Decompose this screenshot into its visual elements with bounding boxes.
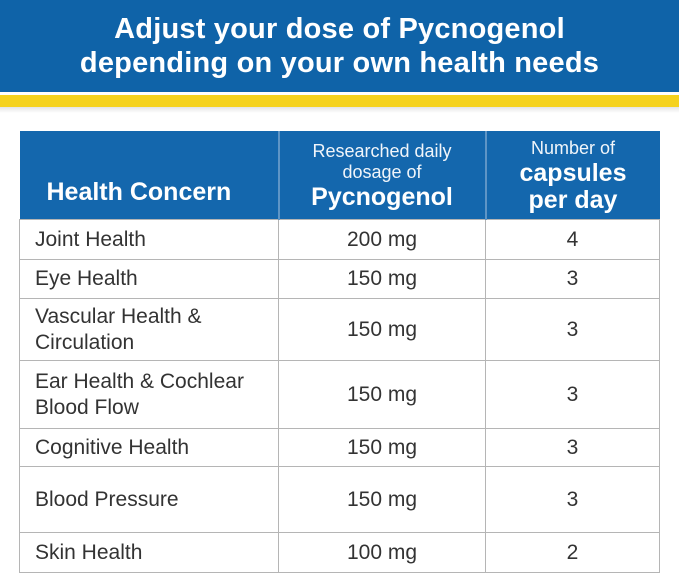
header-capsules-per-day: Number of capsules per day	[485, 131, 660, 220]
banner-title-line-1: Adjust your dose of Pycnogenol	[114, 13, 565, 45]
cell-health-concern: Joint Health	[19, 219, 279, 260]
cell-health-concern: Blood Pressure	[19, 466, 279, 533]
cell-capsules: 3	[485, 298, 660, 361]
header-per-day-word: per day	[528, 185, 618, 214]
header-daily-dosage: Researched daily dosage of Pycnogenol	[278, 131, 487, 220]
table-row: Eye Health 150 mg 3	[19, 259, 660, 299]
cell-dosage: 150 mg	[278, 298, 486, 361]
title-banner: Adjust your dose of Pycnogenol depending…	[0, 0, 679, 92]
cell-dosage: 150 mg	[278, 428, 486, 467]
cell-health-concern: Eye Health	[19, 259, 279, 299]
cell-capsules: 3	[485, 428, 660, 467]
table-row: Joint Health 200 mg 4	[19, 219, 660, 260]
cell-capsules: 2	[485, 532, 660, 573]
header-dosage-text-2: dosage of	[342, 161, 422, 182]
cell-capsules: 3	[485, 259, 660, 299]
cell-dosage: 100 mg	[278, 532, 486, 573]
table-row: Blood Pressure 150 mg 3	[19, 466, 660, 533]
cell-health-concern: Skin Health	[19, 532, 279, 573]
yellow-accent-stripe	[0, 95, 679, 107]
header-dosage-brand: Pycnogenol	[311, 182, 453, 211]
cell-capsules: 4	[485, 219, 660, 260]
cell-dosage: 200 mg	[278, 219, 486, 260]
table-row: Ear Health & Cochlear Blood Flow 150 mg …	[19, 360, 660, 429]
dosage-table: Health Concern Researched daily dosage o…	[19, 131, 660, 573]
cell-health-concern: Cognitive Health	[19, 428, 279, 467]
table-row: Vascular Health & Circulation 150 mg 3	[19, 298, 660, 361]
header-health-concern: Health Concern	[19, 131, 280, 220]
table-row: Cognitive Health 150 mg 3	[19, 428, 660, 467]
cell-health-concern: Ear Health & Cochlear Blood Flow	[19, 360, 279, 429]
table-header-row: Health Concern Researched daily dosage o…	[19, 131, 660, 220]
stripe-shadow	[0, 107, 679, 113]
banner-title-line-2: depending on your own health needs	[79, 47, 600, 79]
header-capsules-text: Number of	[530, 137, 616, 158]
cell-dosage: 150 mg	[278, 466, 486, 533]
cell-dosage: 150 mg	[278, 360, 486, 429]
header-capsules-word: capsules	[519, 158, 627, 187]
cell-health-concern: Vascular Health & Circulation	[19, 298, 279, 361]
cell-capsules: 3	[485, 466, 660, 533]
header-dosage-text-1: Researched daily	[312, 140, 452, 161]
cell-capsules: 3	[485, 360, 660, 429]
table-row: Skin Health 100 mg 2	[19, 532, 660, 573]
cell-dosage: 150 mg	[278, 259, 486, 299]
